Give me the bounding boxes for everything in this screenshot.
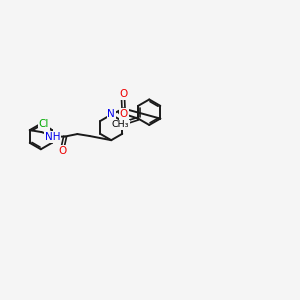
Text: NH: NH: [45, 132, 60, 142]
Text: Cl: Cl: [39, 119, 49, 129]
Text: O: O: [119, 89, 127, 99]
Text: N: N: [107, 109, 115, 119]
Text: CH₃: CH₃: [112, 120, 129, 129]
Text: O: O: [120, 109, 128, 119]
Text: O: O: [58, 146, 67, 156]
